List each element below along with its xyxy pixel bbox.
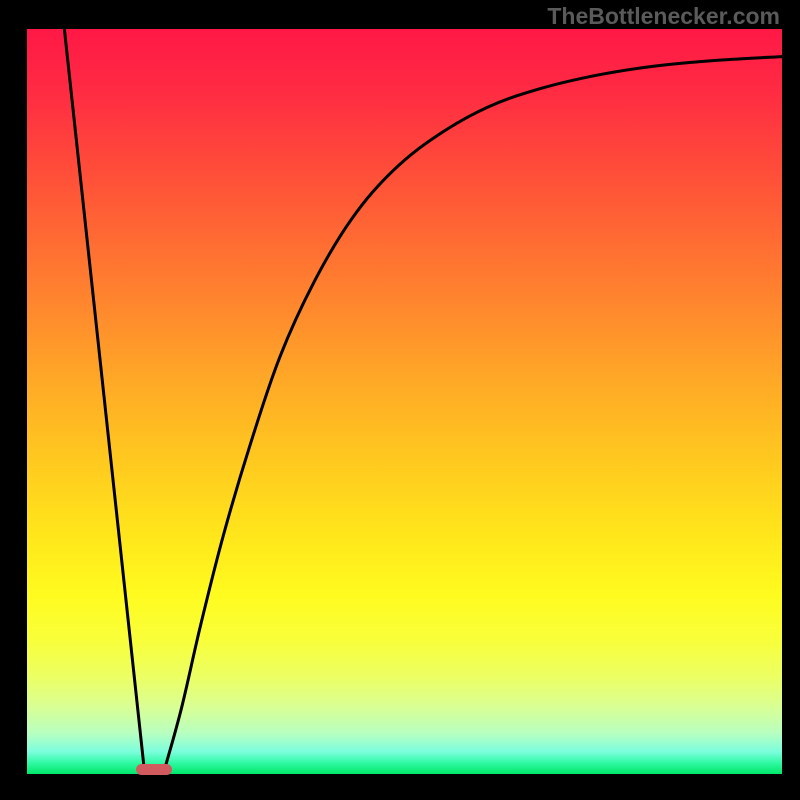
watermark-text: TheBottlenecker.com bbox=[547, 3, 780, 30]
bottleneck-chart: TheBottlenecker.com bbox=[0, 0, 800, 800]
curves-svg bbox=[27, 29, 782, 774]
optimal-marker bbox=[136, 764, 172, 776]
plot-area bbox=[27, 29, 782, 774]
right-curve bbox=[165, 57, 782, 768]
left-curve bbox=[64, 29, 144, 767]
